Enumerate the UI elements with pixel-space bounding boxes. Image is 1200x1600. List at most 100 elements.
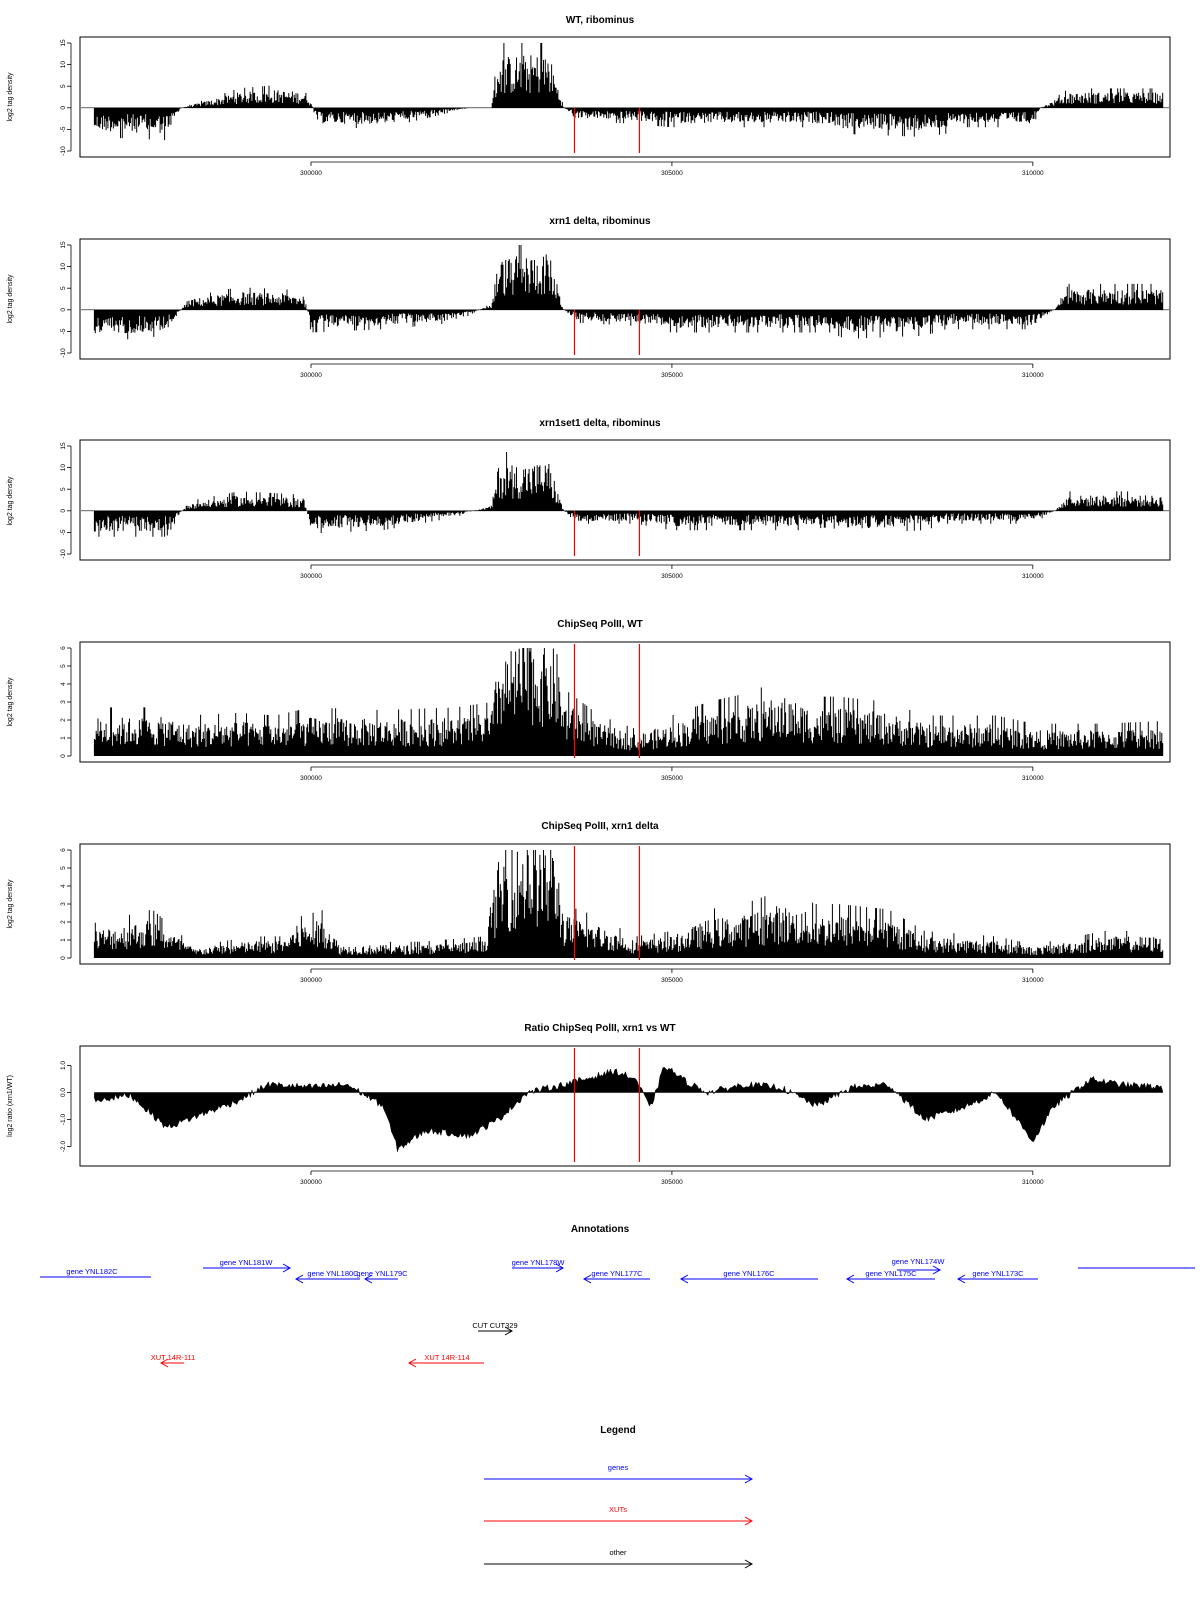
- plot-frame: [79, 36, 1171, 158]
- y-tick-label: -10: [60, 549, 67, 559]
- y-axis-label: log2 tag density: [7, 677, 14, 727]
- panel-title: Ratio ChipSeq PolII, xrn1 vs WT: [524, 1023, 675, 1034]
- y-tick-label: -5: [60, 328, 67, 334]
- y-tick-label: 1: [60, 736, 67, 740]
- x-tick-label: 300000: [300, 573, 322, 580]
- y-tick-label: -5: [60, 126, 67, 132]
- plot-frame: [79, 238, 1171, 360]
- y-tick-label: -1.0: [60, 1114, 67, 1126]
- annotation-label: gene YNL179C: [356, 1269, 408, 1278]
- legend-item-genes: genes: [484, 1463, 754, 1484]
- panel-title: ChipSeq PolII, xrn1 delta: [541, 821, 659, 832]
- annotation-gene-ynl175c: gene YNL175C: [845, 1269, 935, 1284]
- y-axis-label: log2 tag density: [7, 476, 14, 526]
- plot-frame: [79, 1045, 1171, 1167]
- ratio-area: [94, 1067, 1164, 1152]
- annotation-label: gene YNL176C: [723, 1269, 775, 1278]
- y-tick-label: 15: [60, 442, 67, 450]
- plot-frame: [79, 843, 1171, 965]
- y-tick-label: 6: [60, 646, 67, 650]
- plot-frame: [79, 641, 1171, 763]
- y-tick-label: 4: [60, 884, 67, 888]
- annotation-label: gene YNL181W: [220, 1258, 274, 1267]
- x-tick-label: 310000: [1022, 775, 1044, 782]
- x-tick-label: 300000: [300, 775, 322, 782]
- y-tick-label: -10: [60, 348, 67, 358]
- legend: Legend genes XUTs other: [484, 1425, 754, 1569]
- annotation-gene-ynl176c: gene YNL176C: [679, 1269, 818, 1284]
- signal-bars: [93, 648, 1164, 756]
- x-tick-label: 300000: [300, 170, 322, 177]
- panel-wt-ribominus: WT, ribominus log2 tag density 15 10 5 0 -5 -…: [7, 15, 1171, 177]
- annotation-gene-ynl179c: gene YNL179C: [356, 1269, 408, 1284]
- panel-xrn1set1-ribominus: xrn1set1 delta, ribominus log2 tag densi…: [7, 418, 1171, 580]
- x-tick-label: 300000: [300, 1179, 322, 1186]
- panel-title: ChipSeq PolII, WT: [557, 619, 643, 630]
- legend-label: XUTs: [609, 1505, 627, 1514]
- x-tick-label: 305000: [661, 573, 683, 580]
- y-tick-label: 1.0: [60, 1061, 67, 1070]
- panel-chipseq-xrn1: ChipSeq PolII, xrn1 delta log2 tag densi…: [7, 821, 1171, 984]
- x-tick-label: 305000: [661, 977, 683, 984]
- annotation-label: gene YNL174W: [892, 1257, 946, 1266]
- annotation-gene-ynl174w: gene YNL174W: [892, 1257, 946, 1275]
- y-tick-label: 5: [60, 866, 67, 870]
- y-tick-label: 5: [60, 487, 67, 491]
- annotation-label: gene YNL175C: [865, 1269, 917, 1278]
- y-tick-label: 2: [60, 718, 67, 722]
- y-tick-label: 5: [60, 286, 67, 290]
- panel-chipseq-wt: ChipSeq PolII, WT log2 tag density 6 5 4 3 2…: [7, 619, 1171, 782]
- y-tick-label: -10: [60, 146, 67, 156]
- annotation-label: gene YNL178W: [512, 1258, 566, 1267]
- annotation-gene-ynl182c: gene YNL182C: [40, 1267, 151, 1278]
- x-tick-label: 305000: [661, 1179, 683, 1186]
- panel-title: xrn1 delta, ribominus: [549, 216, 651, 227]
- x-tick-label: 310000: [1022, 1179, 1044, 1186]
- annotation-label: gene YNL182C: [66, 1267, 118, 1276]
- y-tick-label: 1: [60, 938, 67, 942]
- annotation-label: XUT 14R-114: [424, 1353, 469, 1362]
- y-tick-label: -5: [60, 529, 67, 535]
- annotation-xut-14r-114: XUT 14R-114: [407, 1353, 484, 1368]
- y-axis-label: log2 ratio (xrn1/WT): [7, 1075, 14, 1137]
- signal-bars: [93, 452, 1164, 537]
- x-tick-label: 305000: [661, 372, 683, 379]
- x-tick-label: 300000: [300, 372, 322, 379]
- y-tick-label: 3: [60, 700, 67, 704]
- y-axis-label: log2 tag density: [7, 274, 14, 324]
- annotation-label: gene YNL177C: [591, 1269, 643, 1278]
- panel-ratio: Ratio ChipSeq PolII, xrn1 vs WT log2 rat…: [7, 1023, 1171, 1186]
- x-tick-label: 310000: [1022, 573, 1044, 580]
- legend-label: genes: [608, 1463, 629, 1472]
- annotation-gene-ynl177c: gene YNL177C: [582, 1269, 650, 1284]
- y-tick-label: 2: [60, 920, 67, 924]
- legend-title: Legend: [600, 1425, 636, 1436]
- y-axis-label: log2 tag density: [7, 72, 14, 122]
- y-tick-label: 10: [60, 464, 67, 472]
- annotation-xut-14r-111: XUT 14R-111: [151, 1353, 195, 1368]
- annotations-title: Annotations: [571, 1224, 630, 1235]
- y-tick-label: 0: [60, 754, 67, 758]
- annotation-gene-ynl180c: gene YNL180C: [294, 1269, 360, 1284]
- plot-frame: [79, 439, 1171, 561]
- x-tick-label: 310000: [1022, 372, 1044, 379]
- annotation-gene-ynl181w: gene YNL181W: [203, 1258, 292, 1273]
- y-tick-label: -2.0: [60, 1141, 67, 1153]
- annotation-label: gene YNL173C: [972, 1269, 1024, 1278]
- signal-bars: [93, 850, 1164, 958]
- annotations-panel: Annotations gene YNL182C gene YNL181W ge…: [40, 1224, 1195, 1368]
- y-tick-label: 10: [60, 61, 67, 69]
- y-tick-label: 4: [60, 682, 67, 686]
- panel-title: WT, ribominus: [566, 15, 635, 26]
- x-tick-label: 305000: [661, 775, 683, 782]
- annotation-gene-ynl178w: gene YNL178W: [512, 1258, 566, 1273]
- panel-title: xrn1set1 delta, ribominus: [539, 418, 661, 429]
- y-tick-label: 5: [60, 664, 67, 668]
- y-tick-label: 15: [60, 39, 67, 47]
- legend-label: other: [609, 1548, 627, 1557]
- annotation-cut329: CUT CUT329: [472, 1321, 518, 1336]
- x-tick-label: 300000: [300, 977, 322, 984]
- signal-bars: [93, 43, 1164, 141]
- y-tick-label: 6: [60, 848, 67, 852]
